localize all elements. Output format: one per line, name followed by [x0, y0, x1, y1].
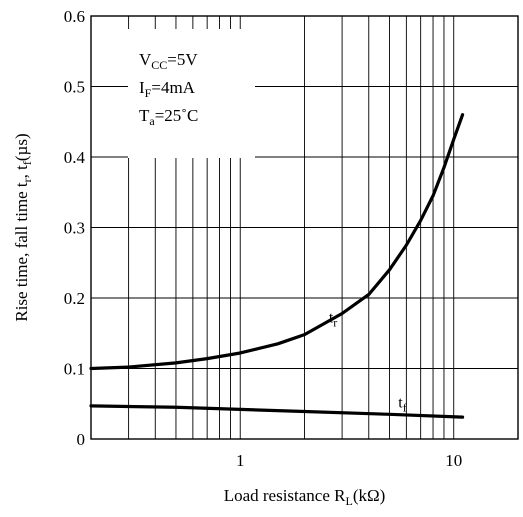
series-layer: tr tf: [89, 113, 465, 419]
y-axis-title-sub2: f: [20, 161, 34, 165]
conditions-box: VCC=5V IF=4mA Ta=25˚C: [128, 29, 255, 158]
plot-frame: [90, 15, 519, 440]
y-tick-label: 0.6: [64, 7, 85, 26]
condition-label: Ta=25˚C: [139, 106, 198, 128]
y-tick-label: 0.1: [64, 360, 85, 379]
y-tick-label: 0.2: [64, 289, 85, 308]
y-axis-title-part2: , t: [12, 165, 31, 179]
conditions-box-background: [128, 29, 255, 158]
y-axis-title-part1: Rise time, fall time t: [12, 182, 31, 322]
series-fall-time-label: tf: [398, 394, 406, 414]
y-tick-label: 0.3: [64, 219, 85, 238]
y-tick-label: 0.5: [64, 78, 85, 97]
y-tick-label: 0: [77, 430, 86, 449]
y-tick-label: 0.4: [64, 148, 86, 167]
condition-label: VCC=5V: [139, 50, 198, 72]
series-rise-time-label: tr: [329, 310, 337, 330]
series-fall-time-line: [89, 404, 465, 419]
condition-label: IF=4mA: [139, 78, 196, 100]
y-axis-title-part3: (µs): [12, 133, 31, 161]
x-axis-title: Load resistance RL(kΩ): [224, 486, 386, 508]
y-axis-title: Rise time, fall time tr, tf(µs): [12, 133, 34, 321]
x-axis-title-unit: (kΩ): [353, 486, 385, 505]
x-tick-labels: 1 10: [236, 451, 462, 470]
y-axis-title-sub1: r: [20, 178, 34, 182]
x-tick-label: 10: [445, 451, 462, 470]
y-tick-labels: 0 0.1 0.2 0.3 0.4 0.5 0.6: [64, 7, 86, 449]
x-axis-title-subscript: L: [345, 494, 352, 508]
series-rise-time-line: [89, 113, 465, 371]
x-tick-label: 1: [236, 451, 245, 470]
x-axis-title-main: Load resistance R: [224, 486, 346, 505]
